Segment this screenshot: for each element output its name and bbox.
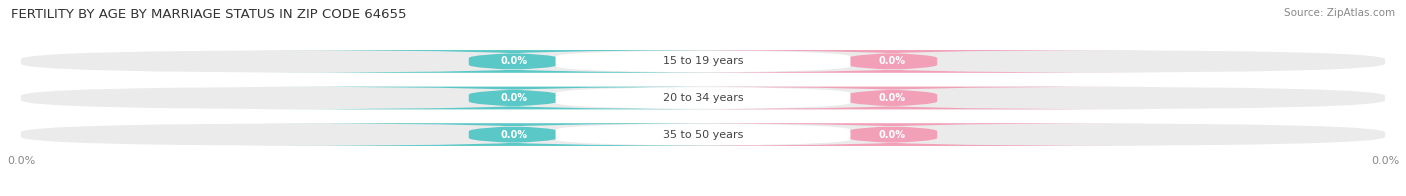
Text: 15 to 19 years: 15 to 19 years [662, 56, 744, 66]
FancyBboxPatch shape [21, 50, 1385, 73]
FancyBboxPatch shape [555, 87, 851, 109]
Text: 0.0%: 0.0% [879, 56, 905, 66]
FancyBboxPatch shape [555, 123, 851, 146]
Text: 35 to 50 years: 35 to 50 years [662, 130, 744, 140]
FancyBboxPatch shape [21, 87, 1385, 109]
FancyBboxPatch shape [256, 87, 772, 109]
Text: FERTILITY BY AGE BY MARRIAGE STATUS IN ZIP CODE 64655: FERTILITY BY AGE BY MARRIAGE STATUS IN Z… [11, 8, 406, 21]
Text: Source: ZipAtlas.com: Source: ZipAtlas.com [1284, 8, 1395, 18]
Text: 20 to 34 years: 20 to 34 years [662, 93, 744, 103]
FancyBboxPatch shape [256, 50, 772, 73]
Text: 0.0%: 0.0% [879, 93, 905, 103]
FancyBboxPatch shape [634, 87, 1150, 109]
FancyBboxPatch shape [634, 123, 1150, 146]
FancyBboxPatch shape [256, 123, 772, 146]
Text: 0.0%: 0.0% [501, 56, 527, 66]
Text: 0.0%: 0.0% [501, 130, 527, 140]
FancyBboxPatch shape [21, 123, 1385, 146]
FancyBboxPatch shape [634, 50, 1150, 73]
Text: 0.0%: 0.0% [501, 93, 527, 103]
Text: 0.0%: 0.0% [879, 130, 905, 140]
FancyBboxPatch shape [555, 50, 851, 73]
